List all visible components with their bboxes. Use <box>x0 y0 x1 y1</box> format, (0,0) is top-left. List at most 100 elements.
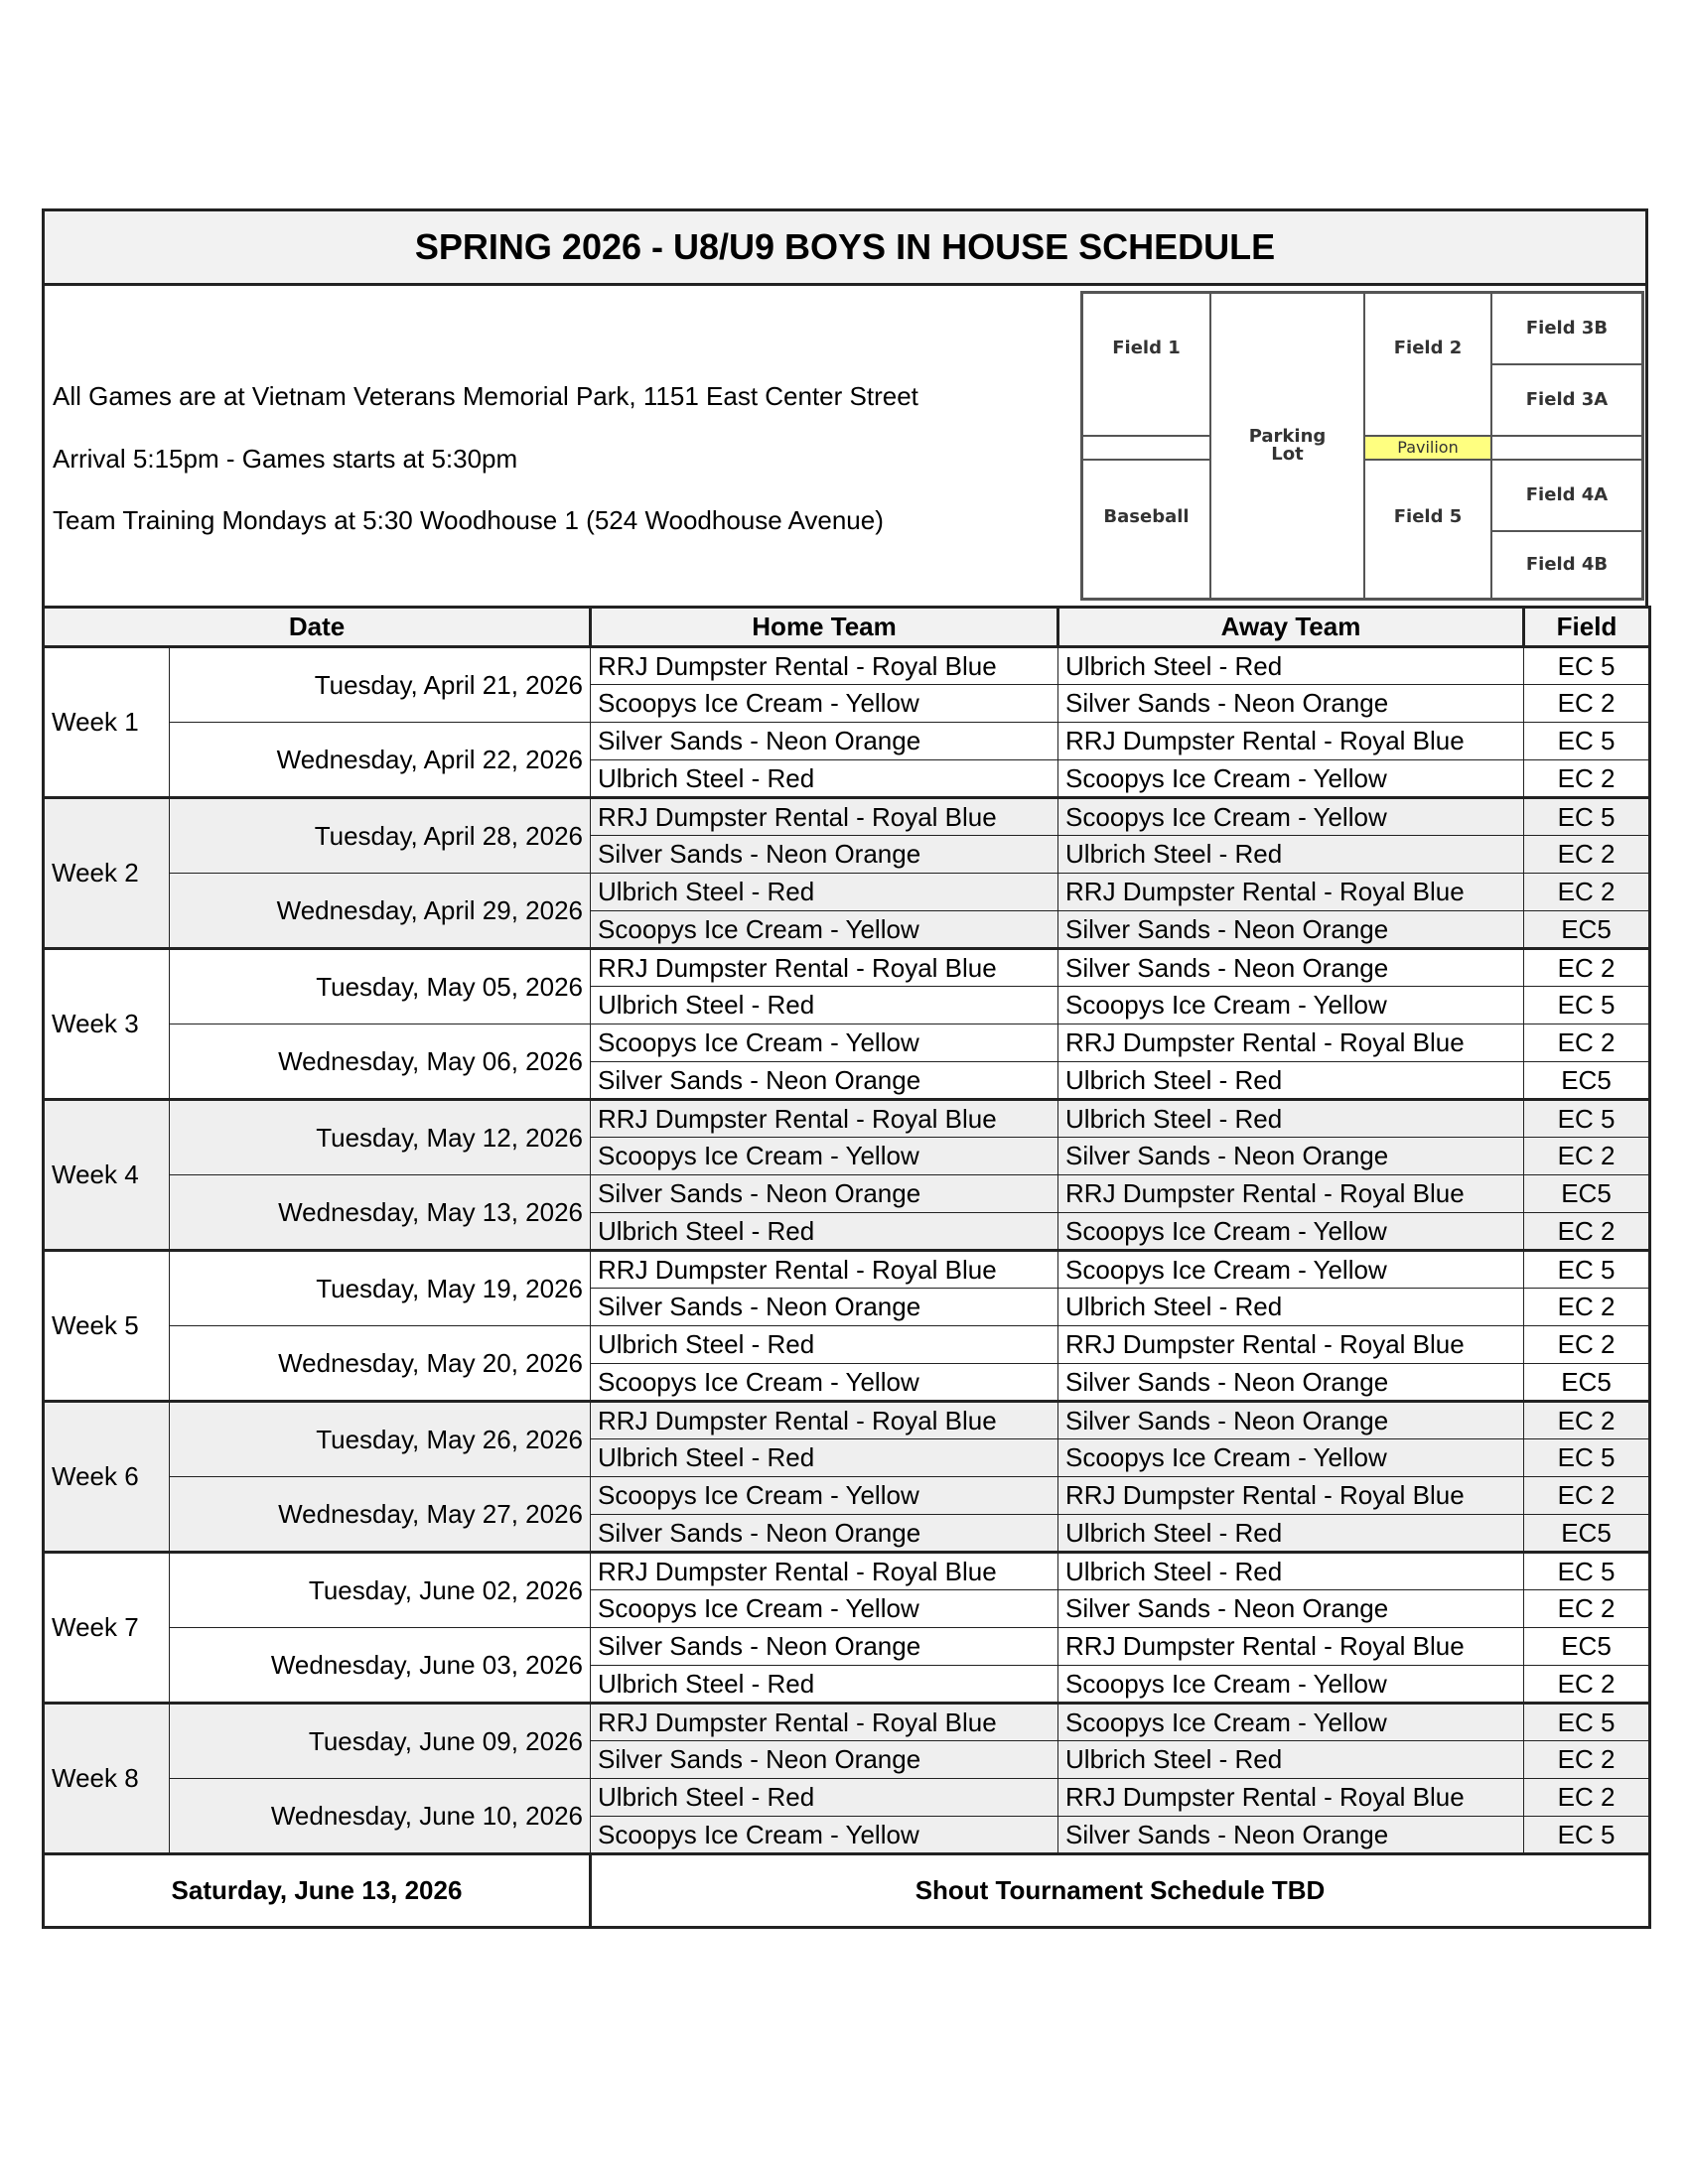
field-assignment: EC5 <box>1523 1514 1652 1553</box>
table-row: Wednesday, April 22, 2026 Silver Sands - … <box>44 722 1652 798</box>
game-date: Wednesday, May 13, 2026 <box>168 1174 592 1251</box>
away-team: Scoopys Ice Cream - Yellow <box>1057 1212 1525 1251</box>
map-field-1: Field 1 <box>1082 293 1210 436</box>
week-label: Week 1 <box>42 645 170 798</box>
info-training: Team Training Mondays at 5:30 Woodhouse … <box>53 505 884 535</box>
field-assignment: EC 5 <box>1523 1702 1652 1741</box>
home-team: Ulbrich Steel - Red <box>590 1212 1059 1251</box>
field-assignment: EC 5 <box>1523 1551 1652 1590</box>
field-assignment: EC 5 <box>1523 1438 1652 1477</box>
home-team: Scoopys Ice Cream - Yellow <box>590 1589 1059 1628</box>
table-row: Wednesday, June 03, 2026 Silver Sands - N… <box>44 1627 1652 1704</box>
table-row: Week 1 Tuesday, April 21, 2026 RRJ Dumpste… <box>42 645 1652 798</box>
field-assignment: EC 2 <box>1523 1589 1652 1628</box>
map-field-2: Field 2 <box>1364 293 1491 436</box>
table-row: Week 8 Tuesday, June 09, 2026 RRJ Dumpster… <box>42 1702 1652 1854</box>
field-assignment: EC 5 <box>1523 722 1652 760</box>
field-assignment: EC 2 <box>1523 1288 1652 1326</box>
away-team: RRJ Dumpster Rental - Royal Blue <box>1057 873 1525 911</box>
week-label: Week 7 <box>42 1551 170 1704</box>
home-team: Ulbrich Steel - Red <box>590 759 1059 798</box>
game-date: Tuesday, May 12, 2026 <box>168 1098 592 1175</box>
home-team: Silver Sands - Neon Orange <box>590 1514 1059 1553</box>
table-row: Wednesday, May 06, 2026 Scoopys Ice Cream… <box>44 1024 1652 1100</box>
field-assignment: EC 2 <box>1523 759 1652 798</box>
game-date: Wednesday, May 27, 2026 <box>168 1476 592 1553</box>
away-team: Silver Sands - Neon Orange <box>1057 1137 1525 1175</box>
table-row: Week 2 Tuesday, April 28, 2026 RRJ Dumpste… <box>42 796 1652 949</box>
game-date: Tuesday, June 02, 2026 <box>168 1551 592 1628</box>
field-assignment: EC 5 <box>1523 645 1652 685</box>
table-row: Week 5 Tuesday, May 19, 2026 RRJ Dumpster … <box>42 1249 1652 1402</box>
home-team: Ulbrich Steel - Red <box>590 1438 1059 1477</box>
info-arrival: Arrival 5:15pm - Games starts at 5:30pm <box>53 444 518 474</box>
away-team: Ulbrich Steel - Red <box>1057 1288 1525 1326</box>
table-row: Week 4 Tuesday, May 12, 2026 RRJ Dumpster … <box>42 1098 1652 1251</box>
away-team: Ulbrich Steel - Red <box>1057 1061 1525 1100</box>
table-row: Silver Sands - Neon Orange Ulbrich Steel … <box>44 1514 1652 1553</box>
table-row: Ulbrich Steel - Red Scoopys Ice Cream - Y… <box>44 759 1652 798</box>
table-row: Wednesday, June 10, 2026 Ulbrich Steel - … <box>44 1778 1652 1854</box>
field-assignment: EC 2 <box>1523 684 1652 723</box>
home-team: Ulbrich Steel - Red <box>590 986 1059 1024</box>
table-row: Scoopys Ice Cream - Yellow Silver Sands -… <box>44 910 1652 949</box>
header-home-team: Home Team <box>589 606 1060 648</box>
home-team: Ulbrich Steel - Red <box>590 1325 1059 1364</box>
park-map: Field 1 Baseball Parking Lot Field 2 Pav… <box>1080 291 1644 601</box>
week-label: Week 6 <box>42 1400 170 1553</box>
away-team: Silver Sands - Neon Orange <box>1057 910 1525 949</box>
home-team: Scoopys Ice Cream - Yellow <box>590 1476 1059 1515</box>
game-date: Wednesday, April 29, 2026 <box>168 873 592 949</box>
table-row: Wednesday, May 13, 2026 Silver Sands - Ne… <box>44 1174 1652 1251</box>
map-pavilion: Pavilion <box>1364 436 1491 460</box>
map-gap <box>1082 436 1210 460</box>
tournament-note: Shout Tournament Schedule TBD <box>589 1852 1652 1929</box>
away-team: RRJ Dumpster Rental - Royal Blue <box>1057 1778 1525 1817</box>
footer-row: Saturday, June 13, 2026 Shout Tournament … <box>41 1852 1652 1929</box>
away-team: RRJ Dumpster Rental - Royal Blue <box>1057 1627 1525 1666</box>
away-team: Silver Sands - Neon Orange <box>1057 947 1525 987</box>
home-team: Silver Sands - Neon Orange <box>590 1288 1059 1326</box>
away-team: Scoopys Ice Cream - Yellow <box>1057 1702 1525 1741</box>
home-team: RRJ Dumpster Rental - Royal Blue <box>590 645 1059 685</box>
schedule-table: Date Home Team Away Team Field Week 1 Tue… <box>41 606 1652 1929</box>
table-row: Week 7 Tuesday, June 02, 2026 RRJ Dumpster… <box>42 1551 1652 1704</box>
field-assignment: EC 2 <box>1523 1212 1652 1251</box>
field-assignment: EC 2 <box>1523 1740 1652 1779</box>
header-field: Field <box>1522 606 1652 648</box>
map-parking-lot: Parking Lot <box>1210 293 1364 599</box>
home-team: RRJ Dumpster Rental - Royal Blue <box>590 947 1059 987</box>
home-team: Ulbrich Steel - Red <box>590 873 1059 911</box>
table-row: Ulbrich Steel - Red Scoopys Ice Cream - Y… <box>44 986 1652 1024</box>
away-team: RRJ Dumpster Rental - Royal Blue <box>1057 1174 1525 1213</box>
game-date: Tuesday, April 28, 2026 <box>168 796 592 874</box>
tournament-date: Saturday, June 13, 2026 <box>41 1852 593 1929</box>
table-row: Wednesday, May 20, 2026 Ulbrich Steel - R… <box>44 1325 1652 1402</box>
game-date: Tuesday, May 26, 2026 <box>168 1400 592 1477</box>
game-date: Wednesday, April 22, 2026 <box>168 722 592 798</box>
home-team: Ulbrich Steel - Red <box>590 1665 1059 1704</box>
home-team: RRJ Dumpster Rental - Royal Blue <box>590 1400 1059 1439</box>
field-assignment: EC 2 <box>1523 1325 1652 1364</box>
map-field-3a: Field 3A <box>1491 364 1642 436</box>
map-gap <box>1491 436 1642 460</box>
week-label: Week 4 <box>42 1098 170 1251</box>
home-team: RRJ Dumpster Rental - Royal Blue <box>590 796 1059 836</box>
field-assignment: EC 2 <box>1523 1778 1652 1817</box>
away-team: Scoopys Ice Cream - Yellow <box>1057 1249 1525 1289</box>
field-assignment: EC 2 <box>1523 835 1652 874</box>
table-row: Scoopys Ice Cream - Yellow Silver Sands -… <box>44 1363 1652 1402</box>
away-team: Silver Sands - Neon Orange <box>1057 1589 1525 1628</box>
away-team: Silver Sands - Neon Orange <box>1057 1363 1525 1402</box>
game-date: Wednesday, May 20, 2026 <box>168 1325 592 1402</box>
home-team: Ulbrich Steel - Red <box>590 1778 1059 1817</box>
game-date: Tuesday, May 05, 2026 <box>168 947 592 1024</box>
game-date: Tuesday, April 21, 2026 <box>168 645 592 723</box>
header-away-team: Away Team <box>1056 606 1526 648</box>
away-team: Scoopys Ice Cream - Yellow <box>1057 1665 1525 1704</box>
table-row: Silver Sands - Neon Orange Ulbrich Steel … <box>44 1288 1652 1326</box>
field-assignment: EC 2 <box>1523 873 1652 911</box>
home-team: Silver Sands - Neon Orange <box>590 835 1059 874</box>
map-field-4b: Field 4B <box>1491 531 1642 599</box>
